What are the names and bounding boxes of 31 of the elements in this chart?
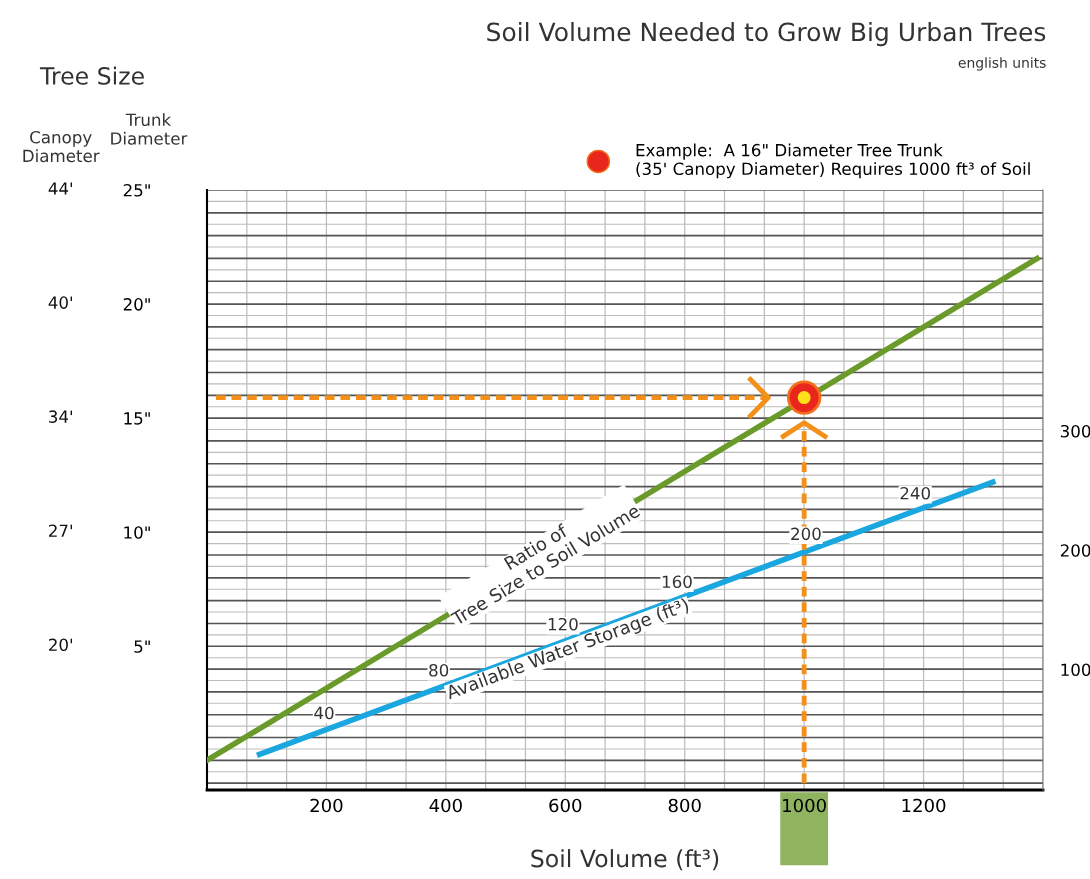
annotation: 120 — [548, 617, 578, 631]
text: Canopy Diameter — [23, 130, 100, 163]
text: 27' — [49, 524, 72, 537]
x-tick-label: 1000 — [783, 798, 826, 813]
text: 20' — [49, 638, 72, 652]
text: 44' — [48, 182, 72, 195]
y2-tick-label: 300 — [1060, 424, 1090, 438]
x-tick-label: 800 — [668, 798, 701, 813]
x-tick-label: 600 — [549, 798, 582, 813]
chart-subtitle: english units — [958, 57, 1046, 71]
y2-tick-label: 100 — [1061, 663, 1090, 677]
y-tick-label: 5" — [134, 640, 150, 653]
x-tick-label: 1200 — [902, 798, 946, 813]
y-axis-title: Trunk Diameter — [111, 113, 188, 145]
y-tick-label: 15" — [124, 412, 150, 425]
y-tick-label: 25" — [123, 183, 150, 197]
chart-title: Soil Volume Needed to Grow Big Urban Trees — [487, 21, 1046, 47]
text: 40' — [48, 296, 72, 309]
text: Tree Size — [39, 66, 144, 85]
legend-label: Example: A 16" Diameter Tree Trunk (35' Canopy Diameter) Requires 1000 ft³ of Soil — [636, 143, 1030, 179]
x-tick-label: 200 — [310, 798, 343, 813]
y-tick-label: 20" — [123, 298, 150, 311]
y-tick-label: 10" — [124, 526, 150, 539]
x-tick-label: 400 — [429, 798, 462, 813]
annotation: 200 — [791, 527, 821, 541]
text: 34' — [49, 410, 72, 423]
annotation: 40 — [314, 706, 334, 720]
annotation: 160 — [662, 575, 692, 589]
x-axis-title: Soil Volume (ft³) — [531, 849, 719, 871]
annotation: 240 — [900, 486, 931, 500]
y2-tick-label: 200 — [1060, 544, 1090, 557]
